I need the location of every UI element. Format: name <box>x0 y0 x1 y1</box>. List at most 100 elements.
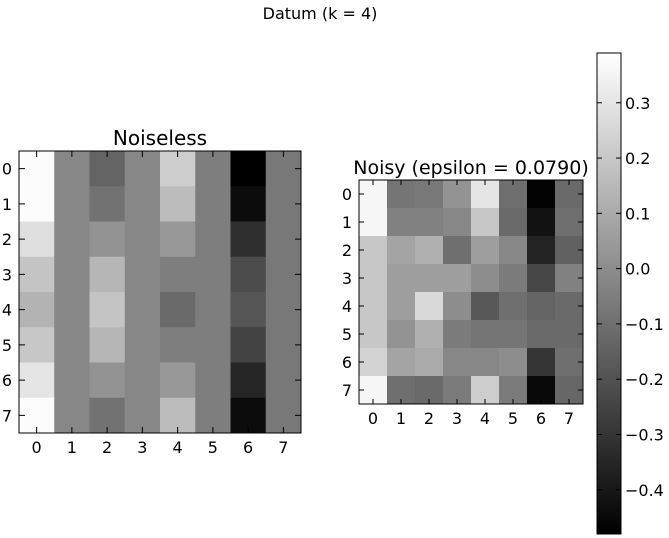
heatmap-cell <box>387 264 416 293</box>
heatmap-cell <box>124 362 161 399</box>
heatmap-cell <box>527 236 556 265</box>
heatmap-cell <box>195 221 231 258</box>
heatmap-cell <box>230 221 267 258</box>
heatmap-cell <box>195 186 231 222</box>
heatmap-title: Noisy (epsilon = 0.0790) <box>353 157 588 179</box>
y-tick-label: 3 <box>342 269 352 288</box>
heatmap-frame <box>18 150 302 434</box>
x-tick-label: 3 <box>137 438 147 457</box>
heatmap-cell <box>471 236 500 265</box>
colorbar-tick-label: 0.3 <box>625 94 650 113</box>
heatmap-cell <box>443 236 472 265</box>
colorbar-tick-label: −0.1 <box>625 315 664 334</box>
heatmap-cell <box>471 292 500 321</box>
colorbar-tick-label: 0.2 <box>625 149 650 168</box>
y-tick-label: 4 <box>2 301 12 320</box>
heatmap-cell <box>527 320 556 349</box>
heatmap-title: Noiseless <box>113 126 207 150</box>
heatmap-cell <box>387 292 416 321</box>
y-tick-label: 1 <box>2 195 12 214</box>
colorbar-tick-label: −0.4 <box>625 481 664 500</box>
x-tick-label: 0 <box>32 438 42 457</box>
heatmap-cell <box>387 320 416 349</box>
heatmap-cell <box>230 186 267 222</box>
x-tick-label: 0 <box>368 409 378 428</box>
y-tick-label: 1 <box>342 213 352 232</box>
heatmap-cell <box>499 292 528 321</box>
x-tick-label: 1 <box>396 409 406 428</box>
heatmap-cell <box>195 327 231 363</box>
y-tick-label: 6 <box>2 371 12 390</box>
heatmap-cell <box>499 320 528 349</box>
heatmap-cell <box>54 221 90 258</box>
heatmap-cell <box>89 221 126 258</box>
heatmap-cell <box>415 208 444 237</box>
heatmap-cell <box>160 256 196 293</box>
heatmap-cell <box>89 362 126 399</box>
colorbar-tick-label: 0.0 <box>625 260 650 279</box>
x-tick-label: 7 <box>278 438 288 457</box>
heatmap-cell <box>471 320 500 349</box>
x-tick-label: 6 <box>243 438 253 457</box>
y-tick-label: 5 <box>2 336 12 355</box>
heatmap-cell <box>443 292 472 321</box>
y-tick-label: 4 <box>342 297 352 316</box>
y-tick-label: 5 <box>342 325 352 344</box>
heatmap-cell <box>230 292 267 328</box>
heatmap-cell <box>415 348 444 377</box>
x-tick-label: 5 <box>208 438 218 457</box>
heatmap-cell <box>415 292 444 321</box>
colorbar-gradient <box>596 52 622 535</box>
heatmap-cell <box>387 208 416 237</box>
heatmap-cell <box>54 362 90 399</box>
heatmap-cell <box>499 348 528 377</box>
x-tick-label: 5 <box>508 409 518 428</box>
heatmap-cell <box>124 256 161 293</box>
heatmap-cell <box>527 292 556 321</box>
heatmap-cell <box>195 256 231 293</box>
heatmap-cell <box>89 327 126 363</box>
heatmap-cell <box>230 327 267 363</box>
y-tick-label: 7 <box>342 381 352 400</box>
x-tick-label: 2 <box>424 409 434 428</box>
heatmap-cell <box>443 348 472 377</box>
heatmap-cell <box>230 362 267 399</box>
colorbar-tick-label: 0.1 <box>625 204 650 223</box>
heatmap-cell <box>124 292 161 328</box>
heatmap-cell <box>124 186 161 222</box>
y-tick-label: 3 <box>2 265 12 284</box>
heatmap-cell <box>54 327 90 363</box>
x-tick-label: 1 <box>67 438 77 457</box>
figure-title: Datum (k = 4) <box>263 4 378 23</box>
heatmap-cell <box>54 186 90 222</box>
heatmap-cell <box>124 327 161 363</box>
y-tick-label: 2 <box>2 230 12 249</box>
x-tick-label: 6 <box>536 409 546 428</box>
heatmap-cell <box>195 292 231 328</box>
heatmap-cell <box>387 236 416 265</box>
x-tick-label: 3 <box>452 409 462 428</box>
heatmap-cell <box>124 221 161 258</box>
heatmap-cell <box>443 208 472 237</box>
heatmap-cell <box>471 264 500 293</box>
y-tick-label: 2 <box>342 241 352 260</box>
colorbar-tick-label: −0.2 <box>625 370 664 389</box>
y-tick-label: 0 <box>2 160 12 179</box>
heatmap-cell <box>443 264 472 293</box>
heatmap-cell <box>471 348 500 377</box>
colorbar-tick-label: −0.3 <box>625 425 664 444</box>
y-tick-label: 7 <box>2 406 12 425</box>
x-tick-label: 2 <box>102 438 112 457</box>
heatmap-cell <box>415 264 444 293</box>
heatmap-cell <box>160 221 196 258</box>
heatmap-cell <box>230 256 267 293</box>
colorbar: 0.3 0.2 0.1 0.0 −0.1 −0.2 −0.3 −0.4 <box>596 52 664 535</box>
heatmap-cell <box>54 292 90 328</box>
x-tick-label: 4 <box>480 409 490 428</box>
heatmap-cell <box>195 362 231 399</box>
x-tick-label: 4 <box>173 438 183 457</box>
heatmap-cell <box>527 348 556 377</box>
heatmap-cell <box>499 236 528 265</box>
heatmap-cell <box>89 292 126 328</box>
